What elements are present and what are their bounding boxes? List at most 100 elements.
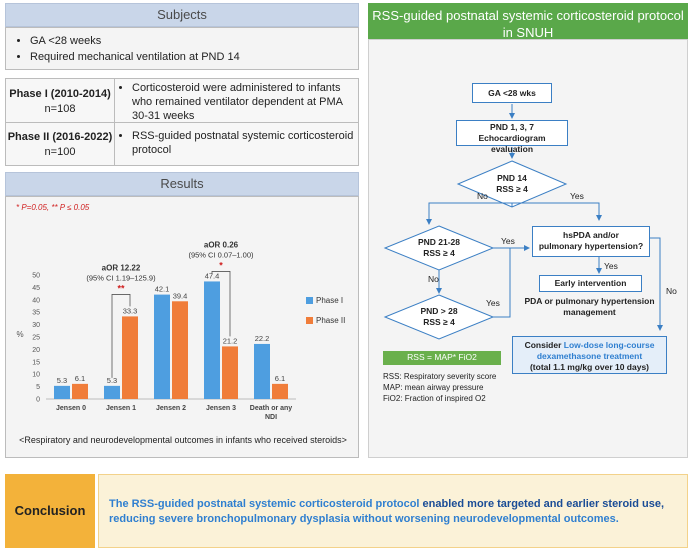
conclusion-part2: enabled more targeted and earlier steroi…: [419, 498, 665, 510]
y-tick-label: 45: [32, 285, 40, 292]
significance-stars: *: [219, 260, 223, 270]
significance-stars: **: [117, 283, 125, 293]
bar-value-label: 21.2: [223, 336, 238, 345]
bar-value-label: 42.1: [155, 285, 170, 294]
bar-phase-i: [54, 385, 70, 399]
consider-highlight-1: Low-dose long-course: [563, 340, 655, 350]
yes-label-2: Yes: [501, 236, 515, 246]
pda-mgmt-line1: PDA or pulmonary hypertension: [524, 296, 655, 306]
pnd2128-text: PND 21-28 RSS ≥ 4: [414, 237, 464, 259]
ga-box: GA <28 wks: [472, 83, 552, 103]
y-tick-label: 0: [36, 397, 40, 404]
pnd2128-line2: RSS ≥ 4: [423, 248, 455, 258]
pda-mgmt-text: PDA or pulmonary hypertension management: [522, 296, 657, 318]
consider-box: Consider Low-dose long-course dexamethas…: [512, 336, 667, 374]
bar-phase-i: [254, 343, 270, 399]
y-tick-label: 5: [36, 384, 40, 391]
x-tick-label: Jensen 0: [56, 405, 86, 412]
phase2-desc-text: RSS-guided postnatal systemic corticoste…: [132, 129, 354, 157]
chart-caption: <Respiratory and neurodevelopmental outc…: [19, 435, 347, 445]
y-axis-label: %: [16, 330, 23, 339]
results-header: Results: [5, 172, 359, 196]
bar-phase-ii: [272, 383, 288, 399]
y-tick-label: 25: [32, 335, 40, 342]
pnd28-line1: PND > 28: [420, 306, 458, 316]
legend-swatch: [306, 297, 313, 304]
row-divider: [6, 122, 358, 123]
y-tick-label: 35: [32, 310, 40, 317]
pnd28-diamond: [383, 294, 495, 340]
arrow-pnd14-yes: [512, 202, 602, 221]
y-tick-label: 20: [32, 347, 40, 354]
pnd2128-line1: PND 21-28: [417, 237, 461, 247]
pnd137-line2: Echocardiogram evaluation: [478, 133, 546, 154]
yes-label-1: Yes: [570, 191, 584, 201]
bar-phase-i: [154, 294, 170, 399]
conclusion-label: Conclusion: [5, 474, 95, 548]
subjects-box: GA <28 weeks Required mechanical ventila…: [5, 27, 359, 70]
bar-phase-ii: [72, 383, 88, 399]
no-label-3: No: [666, 286, 677, 296]
bar-value-label: 6.1: [275, 374, 285, 383]
arrow-pnd28-yes: [493, 248, 511, 318]
hspda-line1: hsPDA and/or: [563, 230, 619, 240]
phase2-n: n=100: [44, 146, 76, 158]
x-tick-label: Jensen 2: [156, 405, 186, 412]
consider-prefix: Consider: [524, 340, 564, 350]
legend-label: Phase II: [316, 316, 345, 325]
early-box: Early intervention: [539, 275, 642, 292]
abbrev-rss: RSS: Respiratory severity score: [383, 372, 497, 381]
abbreviations: RSS: Respiratory severity score MAP: mea…: [383, 371, 496, 404]
bar-phase-ii: [122, 316, 138, 399]
consider-highlight-2: dexamethasone treatment: [536, 351, 643, 361]
yes-label-3: Yes: [486, 298, 500, 308]
rss-formula: RSS = MAP* FiO2: [383, 351, 501, 365]
phase1-desc-text: Corticosteroid were administered to infa…: [132, 81, 354, 123]
bar-phase-ii: [222, 346, 238, 399]
phase1-n: n=108: [44, 103, 76, 115]
no-label-1: No: [477, 191, 488, 201]
x-tick-label: Jensen 1: [106, 405, 136, 412]
y-tick-label: 50: [32, 273, 40, 280]
pnd137-line1: PND 1, 3, 7: [490, 122, 534, 132]
abbrev-map: MAP: mean airway pressure: [383, 383, 484, 392]
results-box: * P=0.05, ** P ≤ 0.05 0 5 10 15 20 25 30 35 40 45…: [5, 196, 359, 458]
phase2-label: Phase II (2016-2022) n=100: [6, 130, 114, 160]
y-tick-label: 40: [32, 297, 40, 304]
subjects-header: Subjects: [5, 3, 359, 27]
no-label-2: No: [428, 274, 439, 284]
phase2-desc: RSS-guided postnatal systemic corticoste…: [120, 129, 354, 157]
pnd14-line2: RSS ≥ 4: [496, 184, 528, 194]
flow-lines: [383, 104, 663, 340]
subject-item: GA <28 weeks: [30, 33, 358, 49]
phases-table: Phase I (2010-2014) n=108 Corticosteroid…: [5, 78, 359, 166]
pnd28-text: PND > 28 RSS ≥ 4: [414, 306, 464, 328]
arrow-hspda-no: [649, 237, 663, 331]
phase1-label: Phase I (2010-2014) n=108: [6, 87, 114, 117]
y-tick-label: 10: [32, 372, 40, 379]
pnd14-text: PND 14 RSS ≥ 4: [487, 173, 537, 195]
abbrev-fio2: FiO2: Fraction of inspired O2: [383, 394, 486, 403]
protocol-panel: GA <28 wks PND 1, 3, 7 Echocardiogram ev…: [368, 39, 688, 458]
results-chart: 0 5 10 15 20 25 30 35 40 45 50% 5.3 6.1 Jensen 0 5.3 33…: [16, 240, 345, 421]
x-tick-label: Jensen 3: [206, 405, 236, 412]
phase1-desc: Corticosteroid were administered to infa…: [120, 81, 354, 123]
protocol-header: RSS-guided postnatal systemic corticoste…: [368, 3, 688, 40]
subject-item: Required mechanical ventilation at PND 1…: [30, 49, 358, 65]
aor-title: aOR 0.26: [204, 240, 239, 249]
yes-label-4: Yes: [604, 261, 618, 271]
y-tick-label: 15: [32, 359, 40, 366]
bar-phase-i: [204, 281, 220, 399]
aor-ci: (95% CI 1.19–125.9): [86, 273, 156, 282]
bar-value-label: 6.1: [75, 374, 85, 383]
bar-value-label: 33.3: [123, 306, 138, 315]
y-tick-label: 30: [32, 322, 40, 329]
x-tick-label: NDI: [265, 414, 277, 421]
bar-value-label: 5.3: [107, 376, 117, 385]
bar-value-label: 5.3: [57, 376, 67, 385]
pvalue-note-1: * P=0.05,: [16, 203, 52, 212]
pnd28-line2: RSS ≥ 4: [423, 317, 455, 327]
phase2-title: Phase II (2016-2022): [7, 131, 113, 143]
hspda-line2: pulmonary hypertension?: [538, 241, 644, 251]
pnd137-box: PND 1, 3, 7 Echocardiogram evaluation: [456, 120, 568, 154]
